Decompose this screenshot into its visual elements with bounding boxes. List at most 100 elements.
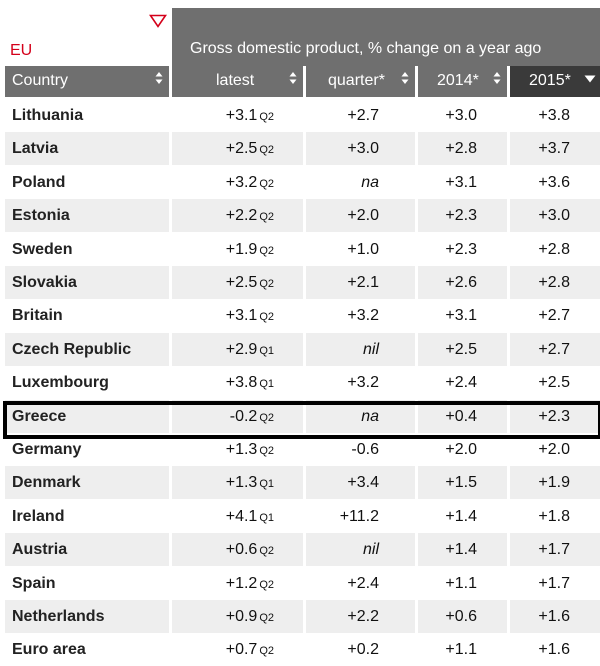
table-row: Slovakia +2.5 Q2 +2.1 +2.6 +2.8 [5,266,600,299]
latest-cell: +3.8 Q1 [226,374,274,392]
column-divider [415,333,418,366]
region-cell: EU [0,0,172,66]
column-divider [169,333,172,366]
latest-cell: +1.3 Q1 [226,474,274,492]
quarter-cell: +2.7 [347,107,379,124]
latest-cell: +1.2 Q2 [226,575,274,593]
latest-period: Q2 [259,111,274,123]
latest-period: Q2 [259,211,274,223]
latest-value: +2.9 [225,341,258,358]
column-divider [303,433,306,466]
quarter-cell: -0.6 [351,441,379,458]
y2015-cell: +3.8 [538,107,570,124]
column-divider [169,533,172,566]
table-row: Spain +1.2 Q2 +2.4 +1.1 +1.7 [5,567,600,600]
y2014-cell: +3.0 [445,107,477,124]
y2014-cell: +3.1 [445,174,477,191]
column-divider [169,567,172,600]
column-divider [303,466,306,499]
latest-cell: +4.1 Q1 [226,508,274,526]
column-header-latest[interactable]: latest [172,66,303,97]
latest-period: Q1 [259,512,274,524]
column-header-country[interactable]: Country [5,66,169,97]
column-divider [507,400,510,433]
y2015-cell: +3.0 [538,207,570,224]
column-divider [507,466,510,499]
y2014-cell: +1.5 [445,474,477,491]
column-divider [169,266,172,299]
latest-cell: +0.9 Q2 [226,608,274,626]
column-divider [507,166,510,199]
column-header-label: 2014* [437,72,479,89]
table-row: Germany +1.3 Q2 -0.6 +2.0 +2.0 [5,433,600,466]
country-cell: Britain [12,307,63,324]
column-divider [507,533,510,566]
y2015-cell: +3.7 [538,140,570,157]
column-divider [507,132,510,165]
column-divider [169,600,172,633]
triangle-down-outline-icon[interactable] [149,14,167,28]
y2014-cell: +1.1 [445,575,477,592]
column-divider [303,500,306,533]
y2014-cell: +2.3 [445,207,477,224]
column-divider [303,199,306,232]
country-cell: Poland [12,174,66,191]
column-header-2014[interactable]: 2014* [418,66,507,97]
table-row: Greece -0.2 Q2 na +0.4 +2.3 [5,400,600,433]
country-cell: Germany [12,441,82,458]
y2014-cell: +2.0 [445,441,477,458]
latest-period: Q2 [259,245,274,257]
column-header-quarter[interactable]: quarter* [306,66,415,97]
y2015-cell: +1.6 [538,608,570,625]
column-divider [507,567,510,600]
column-divider [415,433,418,466]
quarter-cell: +2.4 [347,575,379,592]
column-divider [303,633,306,666]
y2015-cell: +1.7 [538,541,570,558]
column-header-2015[interactable]: 2015* [510,66,600,97]
latest-cell: +3.1 Q2 [226,107,274,125]
quarter-cell: +1.0 [347,241,379,258]
column-divider [415,400,418,433]
y2014-cell: +1.1 [445,641,477,658]
sort-descending-icon [584,75,596,83]
column-divider [415,633,418,666]
column-header-label: latest [216,72,255,89]
column-divider [169,466,172,499]
y2015-cell: +1.8 [538,508,570,525]
y2015-cell: +1.9 [538,474,570,491]
latest-period: Q2 [259,545,274,557]
latest-cell: +3.1 Q2 [226,307,274,325]
latest-cell: +0.6 Q2 [226,541,274,559]
column-divider [169,366,172,399]
column-divider [507,633,510,666]
latest-cell: -0.2 Q2 [230,408,274,426]
column-divider [415,299,418,332]
country-cell: Euro area [12,641,86,658]
column-divider [415,132,418,165]
latest-value: +3.2 [225,174,258,191]
table-row: Estonia +2.2 Q2 +2.0 +2.3 +3.0 [5,199,600,232]
column-divider [415,533,418,566]
latest-period: Q2 [259,612,274,624]
column-divider [507,233,510,266]
latest-value: +1.2 [225,575,258,592]
latest-cell: +2.2 Q2 [226,207,274,225]
column-divider [507,500,510,533]
y2014-cell: +1.4 [445,541,477,558]
country-cell: Lithuania [12,107,84,124]
column-divider [303,166,306,199]
latest-value: +0.7 [225,641,258,658]
column-divider [303,233,306,266]
latest-value: +1.3 [225,474,258,491]
latest-period: Q1 [259,345,274,357]
y2014-cell: +3.1 [445,307,477,324]
column-divider [169,400,172,433]
column-divider [169,500,172,533]
latest-period: Q2 [259,412,274,424]
column-divider [303,600,306,633]
column-header-row: Country latest quarter* 2014* 2015* [0,66,600,97]
quarter-cell: +3.2 [347,307,379,324]
latest-period: Q2 [259,579,274,591]
latest-value: +3.1 [225,307,258,324]
